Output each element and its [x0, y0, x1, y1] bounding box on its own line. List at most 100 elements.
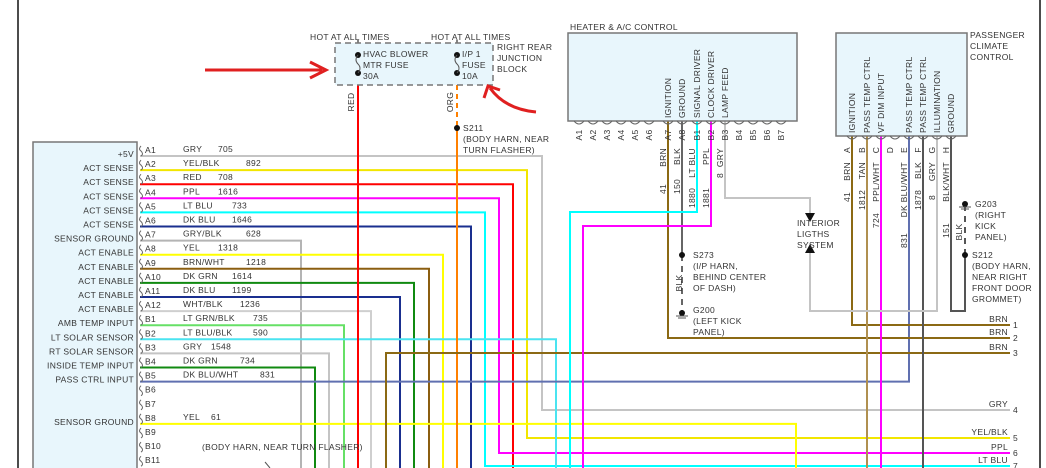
pin-function-label: IGNITION — [847, 93, 857, 133]
wires — [140, 40, 1010, 468]
pin-function-label: PASS TEMP CTRL — [918, 57, 928, 133]
interior-lights-label: INTERIOR — [797, 218, 840, 228]
connector-icon — [139, 343, 143, 354]
pin-function-label: PASS TEMP CTRL — [862, 57, 872, 133]
pin-function-label: +5V — [118, 149, 134, 159]
continuation-number: 6 — [1013, 448, 1018, 458]
circuit-number: 8 — [715, 173, 725, 178]
wire-a6 — [140, 225, 472, 468]
pin-function-label: ACT SENSE — [83, 220, 134, 230]
connector-icon — [139, 314, 143, 326]
connector-icon — [931, 135, 943, 140]
circuit-number: 1218 — [246, 257, 266, 267]
pin-function-label: INSIDE TEMP INPUT — [47, 361, 134, 371]
annotations — [205, 60, 537, 114]
circuit-number: 1812 — [857, 190, 867, 210]
junction-block-label: RIGHT REAR — [497, 42, 552, 52]
hvac-module-box — [32, 141, 138, 468]
module-title: CONTROL — [970, 52, 1014, 62]
continuation-number: 7 — [1013, 461, 1018, 468]
pin-label: A6 — [145, 216, 156, 226]
leader-line — [264, 461, 271, 468]
wire-color-label: BLK — [672, 148, 682, 165]
pin-label: A — [842, 147, 852, 153]
circuit-number: 41 — [842, 192, 852, 202]
circuit-number: 41 — [658, 184, 668, 194]
splice-note: (BODY HARN, NEAR TURN FLASHER) — [202, 442, 363, 452]
fuse-label: HVAC BLOWER — [363, 49, 429, 59]
connector-icon — [761, 120, 773, 125]
wire-color-label: BRN/WHT — [183, 257, 225, 267]
splice-label: S273 — [693, 250, 714, 260]
pin-label: A4 — [616, 130, 626, 141]
wire-color-label: DK BLU/WHT — [183, 370, 238, 380]
pin-function-label: ILLUMINATION — [932, 71, 942, 133]
continuation-color: LT BLU — [978, 455, 1008, 465]
connector-icon — [676, 120, 688, 125]
connector-icon — [643, 120, 655, 125]
continuation-number: 1 — [1013, 320, 1018, 330]
continuation-number: 5 — [1013, 433, 1018, 443]
wire-color-label: PPL — [183, 186, 200, 196]
pin-label: A4 — [145, 187, 156, 197]
wire-pass-g — [809, 136, 938, 312]
interior-lights-label: SYSTEM — [797, 240, 834, 250]
wire-color-label: GRY — [183, 341, 202, 351]
splice-s211 — [454, 125, 460, 131]
wire-color-label: BLK — [674, 274, 684, 291]
hot-label: HOT AT ALL TIMES — [310, 32, 389, 42]
pin-function-label: ACT SENSE — [83, 177, 134, 187]
ground-label: G200 — [693, 305, 715, 315]
pin-function-label: GROUND — [946, 93, 956, 133]
pin-label: A1 — [145, 145, 156, 155]
pin-label: B2 — [145, 328, 156, 338]
wire-color-label: WHT/BLK — [183, 299, 223, 309]
circuit-number: 1236 — [240, 299, 260, 309]
fuse-icon — [454, 54, 460, 74]
wire-color-label: YEL/BLK — [183, 158, 220, 168]
pin-label: A6 — [644, 130, 654, 141]
connector-icon — [139, 385, 143, 397]
connector-icon — [719, 120, 731, 125]
circuit-number: 61 — [211, 412, 221, 422]
wire-heater-b3 — [724, 121, 811, 213]
connector-icon — [139, 187, 143, 199]
pin-function-label: ACT ENABLE — [78, 276, 134, 286]
connector-icon — [587, 120, 599, 125]
wire-color-label: GRY — [927, 162, 937, 181]
connector-icon — [139, 230, 143, 242]
pin-function-label: ACT SENSE — [83, 205, 134, 215]
ground-label: (RIGHT — [975, 210, 1006, 220]
wire-color-label: YEL — [183, 412, 200, 422]
connector-icon — [139, 357, 143, 368]
pin-function-label: LAMP FEED — [720, 67, 730, 118]
pin-label: B6 — [762, 130, 772, 141]
circuit-number: 724 — [871, 213, 881, 228]
circuit-number: 1616 — [218, 186, 238, 196]
red-arrowhead-icon — [309, 60, 330, 80]
connector-icon — [139, 441, 143, 453]
splice-label: OF DASH) — [693, 283, 736, 293]
wire-color-label: GRY/BLK — [183, 229, 222, 239]
connector-icon — [903, 135, 915, 140]
ground-icon — [962, 201, 968, 207]
fuse-block-box — [334, 42, 494, 86]
pin-label: B1 — [692, 130, 702, 141]
connector-icon — [139, 173, 143, 185]
wire-heater-b2 — [582, 121, 712, 468]
pin-function-label: SENSOR GROUND — [54, 417, 134, 427]
pin-label: A2 — [588, 130, 598, 141]
pin-label: B8 — [145, 413, 156, 423]
pin-label: A3 — [145, 173, 156, 183]
connector-icon — [861, 135, 873, 140]
connector-icon — [747, 120, 759, 125]
pin-function-label: GROUND — [677, 78, 687, 118]
continuation-color: GRY — [989, 399, 1008, 409]
splice-label: (I/P HARN, — [693, 261, 738, 271]
pin-function-label: RT SOLAR SENSOR — [49, 346, 134, 356]
pin-label: A7 — [663, 130, 673, 141]
wire-a9 — [140, 267, 430, 468]
fuse-label: 30A — [363, 71, 379, 81]
circuit-number: 1878 — [913, 190, 923, 210]
ground-label: G203 — [975, 199, 997, 209]
